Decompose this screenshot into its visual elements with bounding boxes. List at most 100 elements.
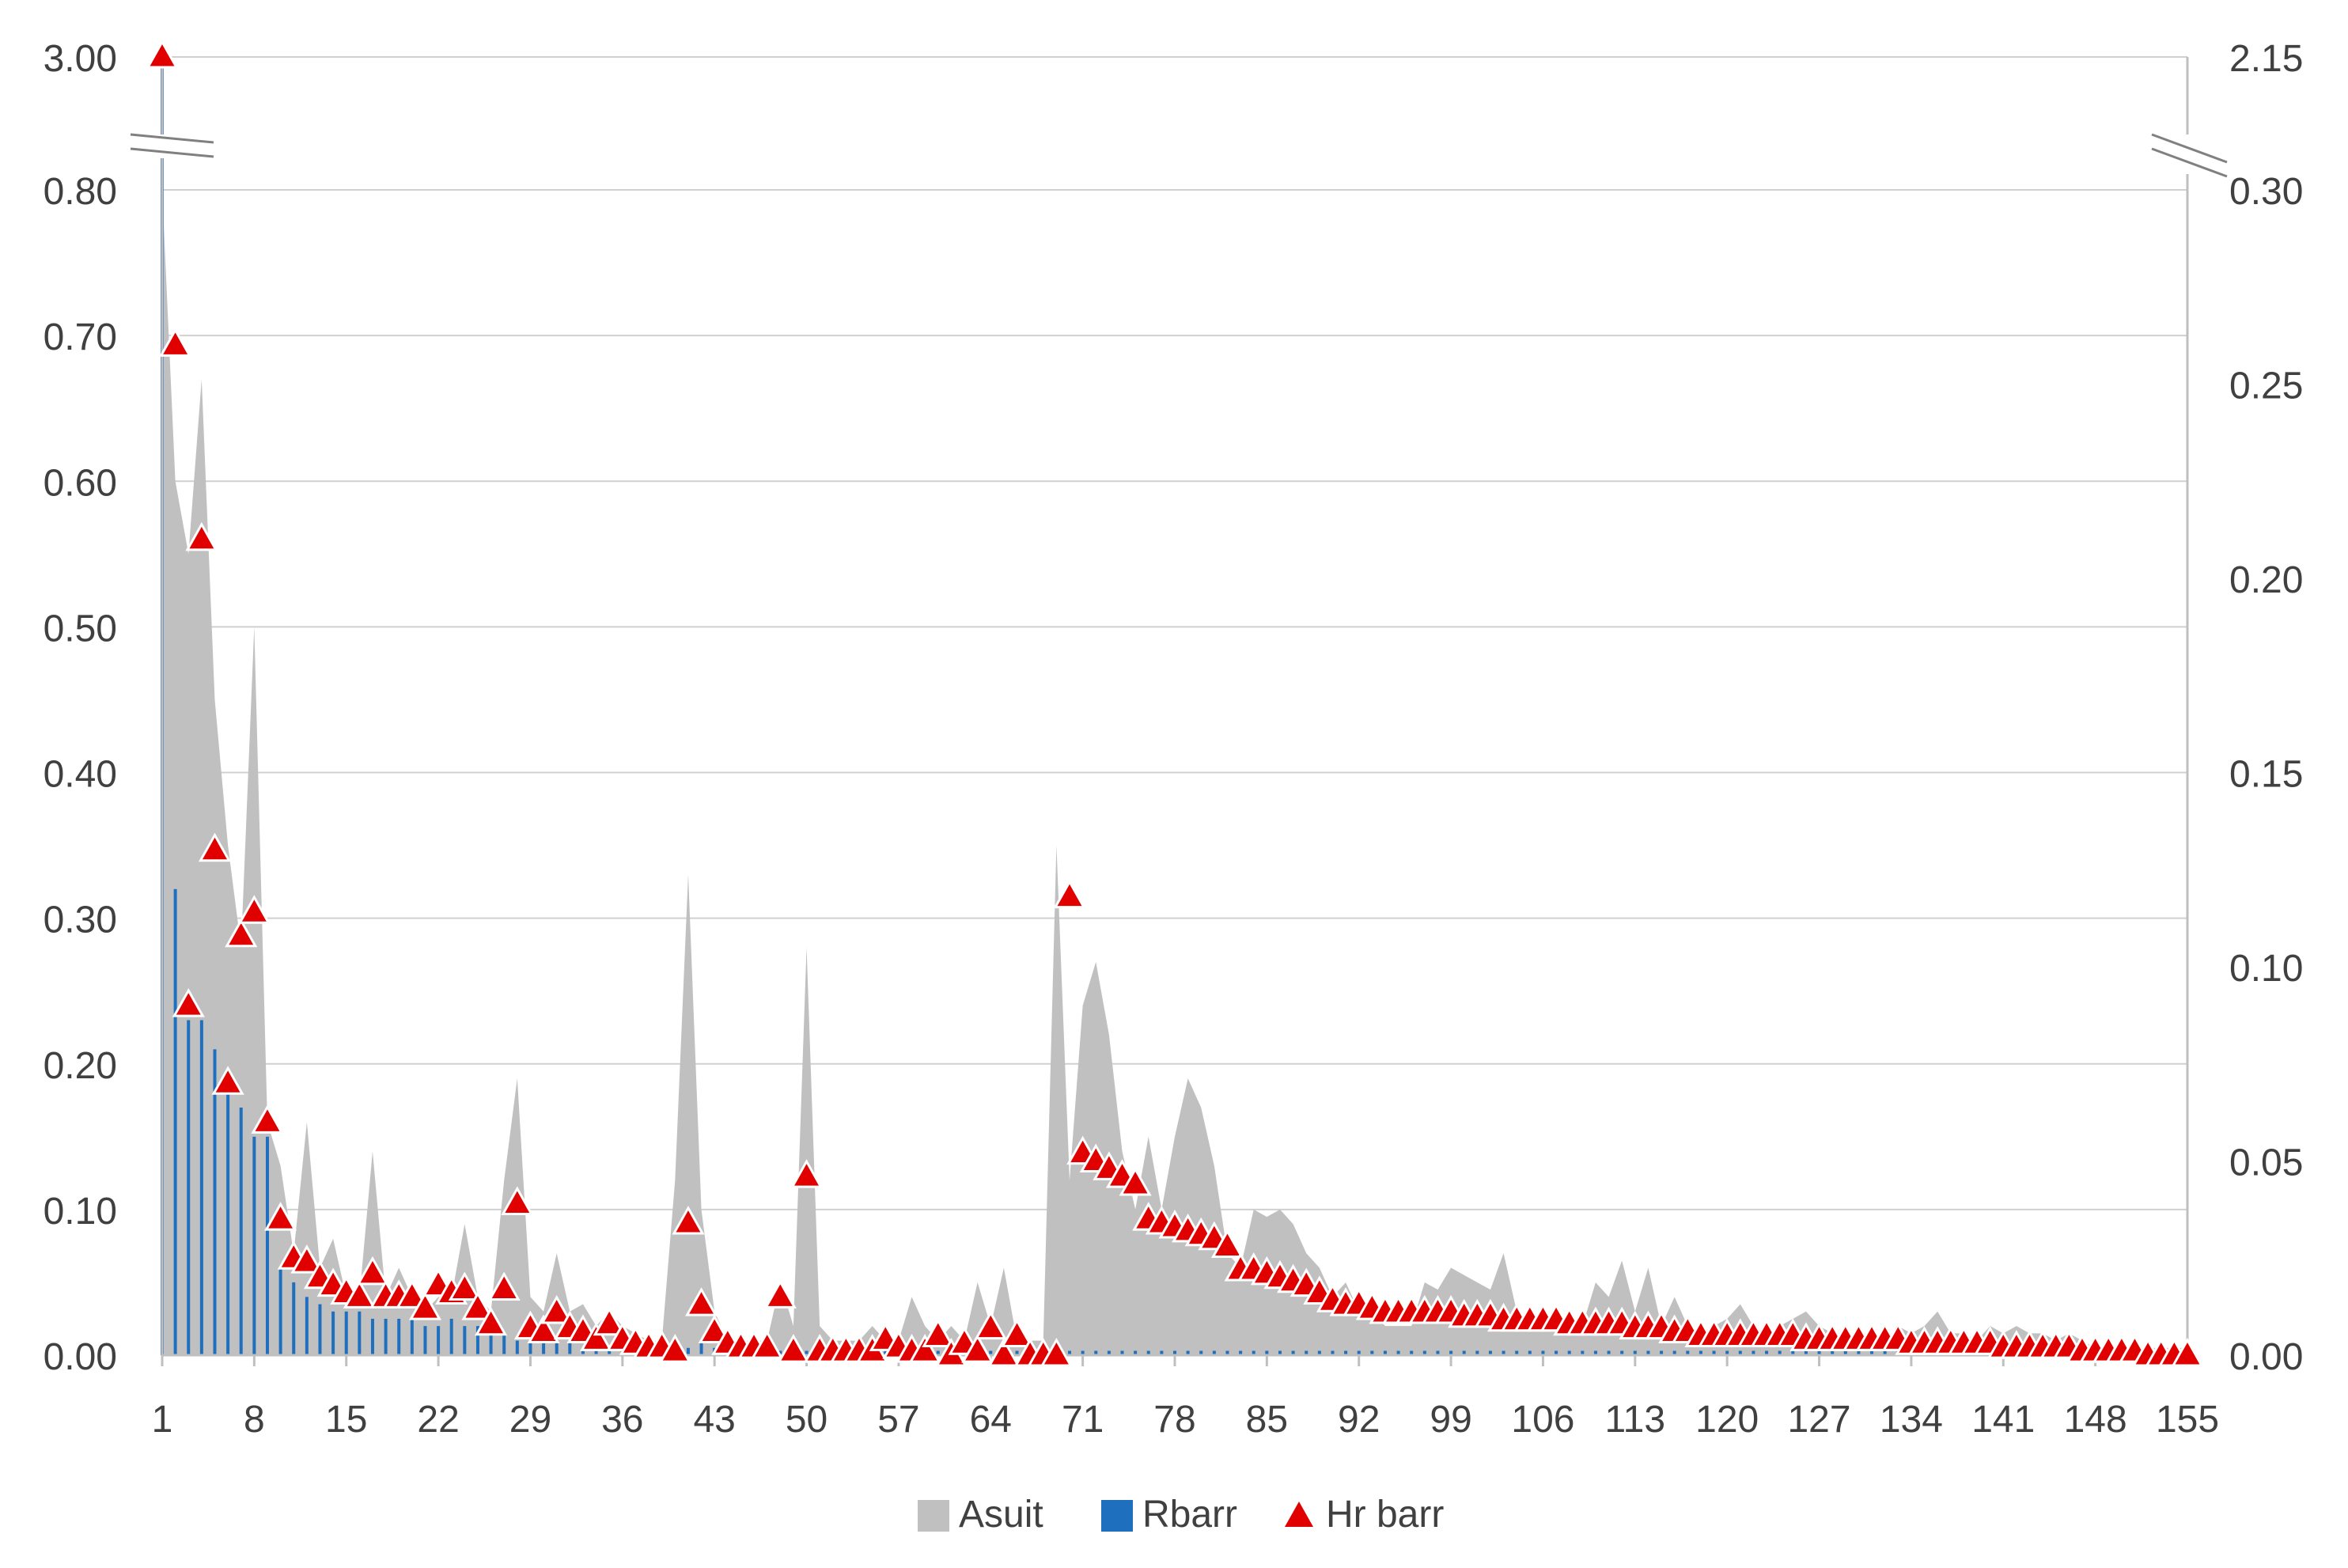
rbarr-bar: [1541, 1350, 1545, 1355]
x-tick-label: 99: [1430, 1399, 1471, 1441]
hr-barr-marker: [356, 1256, 389, 1286]
left-break-mark: [130, 133, 214, 144]
x-tick-label: 36: [601, 1399, 643, 1441]
y-right-tick-label: 0.15: [2229, 754, 2303, 796]
right-break-gap: [2148, 134, 2227, 174]
legend-swatch-asuit: [918, 1500, 949, 1532]
rbarr-bar: [1778, 1350, 1782, 1355]
x-tick-label: 15: [325, 1399, 367, 1441]
rbarr-bar: [1173, 1350, 1176, 1355]
rbarr-bar: [1291, 1350, 1295, 1355]
x-tick-label: 106: [1511, 1399, 1574, 1441]
rbarr-bar: [1462, 1350, 1466, 1355]
rbarr-bar: [1449, 1350, 1453, 1355]
rbarr-bar: [1804, 1350, 1808, 1355]
x-tick-label: 113: [1605, 1399, 1666, 1441]
rbarr-bar: [1633, 1350, 1637, 1355]
rbarr-bar: [1094, 1350, 1098, 1355]
rbarr-bar: [1555, 1350, 1558, 1355]
hr-barr-marker: [1119, 1166, 1152, 1196]
hr-barr-marker: [580, 1322, 613, 1351]
rbarr-bar: [475, 1326, 479, 1355]
rbarr-bar: [1502, 1350, 1505, 1355]
rbarr-bar: [1870, 1350, 1874, 1355]
rbarr-bar: [1081, 1350, 1085, 1355]
hr-barr-marker: [198, 832, 232, 862]
rbarr-bar: [1725, 1350, 1729, 1355]
hr-barr-marker: [501, 1186, 534, 1216]
rbarr-bar: [1199, 1350, 1203, 1355]
x-tick-label: 29: [509, 1399, 551, 1441]
rbarr-bar: [1883, 1350, 1887, 1355]
rbarr-bar: [370, 1318, 374, 1355]
rbarr-bar: [1699, 1350, 1702, 1355]
hr-barr-marker: [751, 1330, 784, 1359]
rbarr-bar: [318, 1304, 322, 1355]
rbarr-bar: [489, 1333, 493, 1355]
scatter-layer: [146, 39, 2204, 1367]
rbarr-bar: [1278, 1350, 1282, 1355]
hr-barr-marker: [211, 1066, 244, 1095]
rbarr-bar: [1646, 1350, 1650, 1355]
hr-barr-marker: [1040, 1337, 1073, 1367]
rbarr-bar: [187, 1020, 191, 1355]
rbarr-bar: [1593, 1350, 1597, 1355]
rbarr-bar: [805, 1350, 809, 1355]
rbarr-bar: [1120, 1350, 1124, 1355]
hr-barr-marker: [540, 1294, 574, 1324]
y-right-tick-label: 0.20: [2229, 559, 2303, 601]
rbarr-bar: [1134, 1350, 1138, 1355]
rbarr-bar: [1752, 1350, 1755, 1355]
rbarr-bar: [1212, 1350, 1216, 1355]
rbarr-bar: [344, 1311, 348, 1355]
y-left-tick-label: 0.80: [44, 171, 117, 213]
rbarr-bar: [463, 1326, 467, 1355]
legend-layer: Asuit Rbarr Hr barr: [918, 1494, 1444, 1536]
rbarr-bar: [1515, 1350, 1519, 1355]
hr-barr-marker: [1053, 879, 1086, 909]
rbarr-bar: [252, 1136, 256, 1355]
hr-barr-marker: [408, 1291, 442, 1320]
rbarr-bar: [1686, 1350, 1690, 1355]
rbarr-bar: [1765, 1350, 1769, 1355]
hr-barr-marker: [159, 328, 192, 357]
x-tick-label: 155: [2156, 1399, 2219, 1441]
x-tick-label: 78: [1153, 1399, 1195, 1441]
hr-barr-marker: [961, 1334, 994, 1363]
rbarr-bar: [410, 1318, 414, 1355]
y-left-tick-label: 0.70: [44, 316, 117, 358]
rbarr-bar: [1488, 1350, 1492, 1355]
rbarr-bar: [699, 1340, 703, 1355]
rbarr-bar: [1146, 1350, 1150, 1355]
rbarr-bar: [292, 1282, 296, 1355]
rbarr-bar: [1160, 1350, 1164, 1355]
y-right-tick-label: 0.10: [2229, 948, 2303, 990]
hr-barr-marker: [343, 1279, 376, 1309]
hr-barr-marker: [922, 1318, 955, 1347]
y-right-break-label: 2.15: [2229, 38, 2303, 80]
y-right-tick-label: 0.00: [2229, 1336, 2303, 1378]
x-tick-label: 8: [244, 1399, 265, 1441]
rbarr-bar: [686, 1347, 690, 1355]
hr-barr-marker: [2171, 1337, 2204, 1367]
rbarr-bar: [358, 1311, 362, 1355]
hr-barr-marker: [237, 895, 271, 924]
rbarr-bar: [884, 1350, 888, 1355]
rbarr-bar: [1843, 1350, 1847, 1355]
rbarr-bar: [1225, 1350, 1229, 1355]
x-tick-label: 50: [786, 1399, 827, 1441]
x-tick-label: 141: [1971, 1399, 2035, 1441]
hr-barr-marker: [593, 1306, 626, 1336]
rbarr-bar: [1436, 1350, 1440, 1355]
y-left-tick-label: 0.10: [44, 1191, 117, 1233]
x-tick-label: 43: [693, 1399, 735, 1441]
hr-barr-marker: [658, 1334, 691, 1363]
rbarr-bar: [1738, 1350, 1742, 1355]
rbarr-bar: [594, 1347, 598, 1355]
rbarr-bar: [1305, 1350, 1308, 1355]
rbarr-bar: [1317, 1350, 1321, 1355]
x-tick-label: 1: [152, 1399, 173, 1441]
rbarr-bar: [384, 1318, 388, 1355]
rbarr-bar: [1252, 1350, 1255, 1355]
